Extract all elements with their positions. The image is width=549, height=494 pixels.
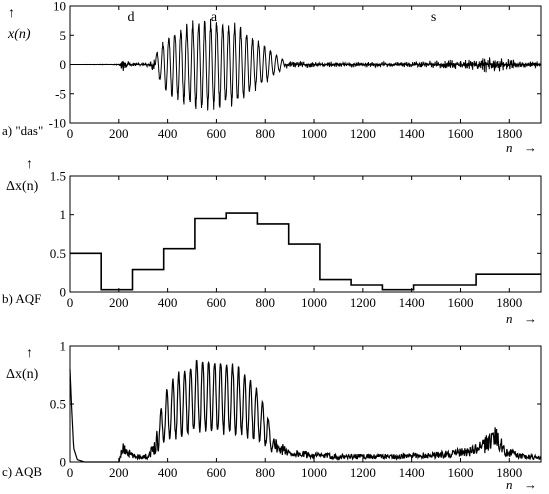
y-tick-label: 5 <box>60 28 67 43</box>
panel-a-xticks: 0 200 400 600 800 1000 1200 1400 1600 1800 <box>67 6 522 141</box>
x-tick-label: 400 <box>158 295 178 310</box>
x-tick-label: 1600 <box>447 126 473 141</box>
panel-a-waveform <box>70 18 542 111</box>
x-tick-label: 400 <box>158 126 178 141</box>
x-tick-label: 800 <box>255 295 275 310</box>
panel-c-adaptive-line <box>69 359 542 463</box>
panel-c-xlabel: n <box>506 477 513 492</box>
panel-a: ↑ x(n) -10 -5 0 5 10 0 200 400 600 800 1000 1200 14… <box>2 0 542 155</box>
x-tick-label: 200 <box>109 126 129 141</box>
panel-b-xticks: 0 200 400 600 800 1000 1200 1400 1600 1800 <box>67 176 522 310</box>
y-tick-label: -10 <box>49 116 66 131</box>
x-tick-label: 600 <box>207 126 227 141</box>
panel-b-yticks: 0 0.5 1 1.5 <box>50 169 541 300</box>
x-tick-label: 1000 <box>301 126 327 141</box>
panel-a-frame <box>69 5 542 124</box>
panel-c-xticks: 0 200 400 600 800 1000 1200 1400 1600 1800 <box>67 346 522 480</box>
annotation-label: s <box>431 10 436 25</box>
x-tick-label: 1000 <box>301 465 327 480</box>
y-tick-label: 0 <box>60 57 67 72</box>
panel-a-xlabel-arrow: → <box>524 140 537 155</box>
panel-b-frame <box>69 175 542 293</box>
y-tick-label: 1 <box>60 339 67 354</box>
y-tick-label: 1.5 <box>50 169 66 184</box>
y-tick-label: 0.5 <box>50 246 66 261</box>
x-tick-label: 0 <box>67 295 74 310</box>
panel-b-label: b) AQF <box>2 291 41 306</box>
panel-a-ylabel-arrow: ↑ <box>8 6 15 21</box>
panel-c-label: c) AQB <box>2 464 42 479</box>
x-tick-label: 1600 <box>447 295 473 310</box>
x-tick-label: 800 <box>255 126 275 141</box>
x-tick-label: 200 <box>109 465 129 480</box>
x-tick-label: 1800 <box>496 465 522 480</box>
panel-b-xlabel-arrow: → <box>524 311 537 326</box>
panel-b-ylabel: Δx(n) <box>6 179 39 194</box>
panel-b-ylabel-arrow: ↑ <box>26 157 33 172</box>
x-tick-label: 1200 <box>350 295 376 310</box>
y-tick-label: 0.5 <box>50 397 66 412</box>
panel-b: ↑ Δx(n) 0 0.5 1 1.5 0 200 400 600 800 1000 1200 14… <box>2 157 542 326</box>
x-tick-label: 400 <box>158 465 178 480</box>
x-tick-label: 0 <box>67 126 74 141</box>
x-tick-label: 1800 <box>496 126 522 141</box>
panel-c-xlabel-arrow: → <box>524 477 537 492</box>
annotation-label: d <box>128 10 135 25</box>
x-tick-label: 1600 <box>447 465 473 480</box>
x-tick-label: 1200 <box>350 465 376 480</box>
x-tick-label: 1200 <box>350 126 376 141</box>
x-tick-label: 1400 <box>399 295 425 310</box>
y-tick-label: 10 <box>53 0 66 14</box>
x-tick-label: 0 <box>67 465 74 480</box>
x-tick-label: 600 <box>207 465 227 480</box>
x-tick-label: 1800 <box>496 295 522 310</box>
panel-a-xlabel: n <box>506 140 513 155</box>
x-tick-label: 1000 <box>301 295 327 310</box>
y-tick-label: 1 <box>60 207 67 222</box>
x-tick-label: 1400 <box>399 465 425 480</box>
y-tick-label: 0 <box>60 455 67 470</box>
panel-a-label: a) "das" <box>2 123 43 138</box>
panel-b-xlabel: n <box>506 311 513 326</box>
panel-c-ylabel-arrow: ↑ <box>26 346 33 361</box>
panel-c-ylabel: Δx(n) <box>6 367 39 382</box>
y-tick-label: -5 <box>55 86 66 101</box>
panel-a-ylabel: x(n) <box>7 27 31 42</box>
panel-c: ↑ Δx(n) 0 0.5 1 0 200 400 600 800 1000 1200 1400 1… <box>2 339 542 492</box>
x-tick-label: 1400 <box>399 126 425 141</box>
panel-c-frame <box>69 345 542 463</box>
y-tick-label: 0 <box>60 285 67 300</box>
x-tick-label: 600 <box>207 295 227 310</box>
x-tick-label: 200 <box>109 295 129 310</box>
x-tick-label: 800 <box>255 465 275 480</box>
annotation-label: a <box>211 10 218 25</box>
panel-b-step-line <box>70 212 541 291</box>
